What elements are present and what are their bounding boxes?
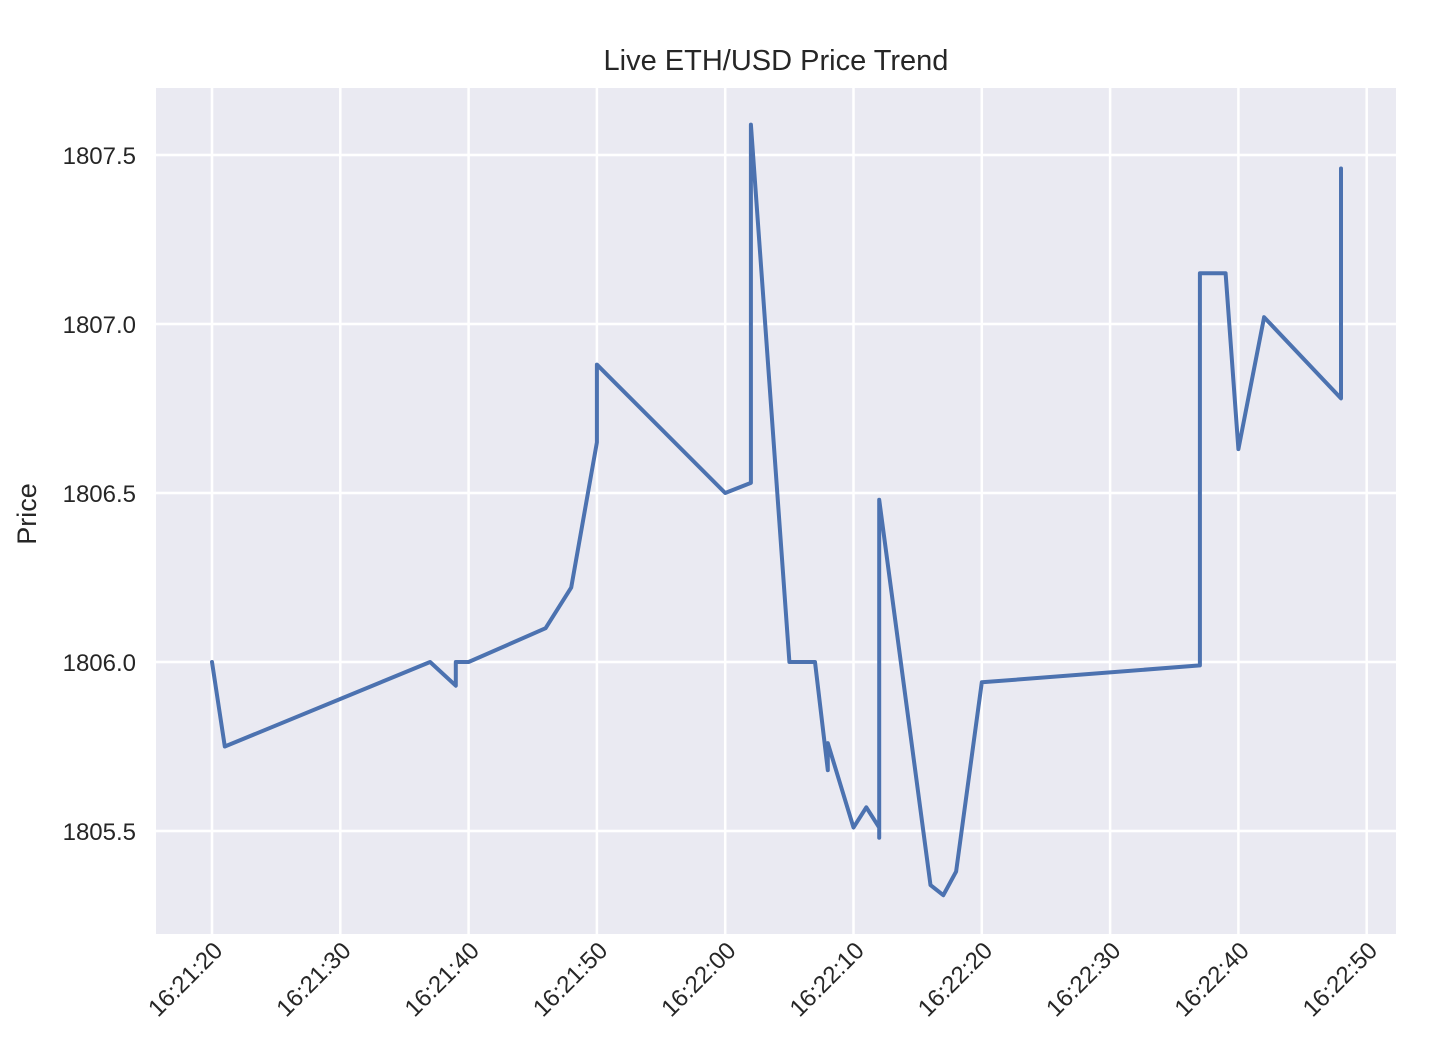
y-axis-ticks: 1805.5 1806.0 1806.5 1807.0 1807.5 (63, 143, 136, 846)
price-line (210, 122, 1343, 898)
x-tick-label: 16:22:40 (1169, 937, 1254, 1022)
y-tick-label: 1807.0 (63, 312, 136, 339)
x-axis-ticks: 16:21:20 16:21:30 16:21:40 16:21:50 16:22:00… (143, 937, 1383, 1022)
x-tick-label: 16:21:50 (528, 937, 613, 1022)
x-tick-label: 16:22:00 (656, 937, 741, 1022)
x-tick-label: 16:21:20 (143, 937, 228, 1022)
chart-title: Live ETH/USD Price Trend (604, 45, 949, 77)
x-tick-label: 16:22:50 (1298, 937, 1383, 1022)
x-tick-label: 16:22:20 (913, 937, 998, 1022)
x-tick-label: 16:21:30 (271, 937, 356, 1022)
x-tick-label: 16:22:10 (785, 937, 870, 1022)
x-tick-label: 16:22:30 (1041, 937, 1126, 1022)
y-tick-label: 1806.0 (63, 650, 136, 677)
y-tick-label: 1805.5 (63, 819, 136, 846)
x-tick-label: 16:21:40 (400, 937, 485, 1022)
y-tick-label: 1806.5 (63, 481, 136, 508)
grid-lines (156, 88, 1396, 934)
y-tick-label: 1807.5 (63, 143, 136, 170)
y-axis-label: Price (12, 483, 42, 545)
plot-area (156, 88, 1396, 934)
